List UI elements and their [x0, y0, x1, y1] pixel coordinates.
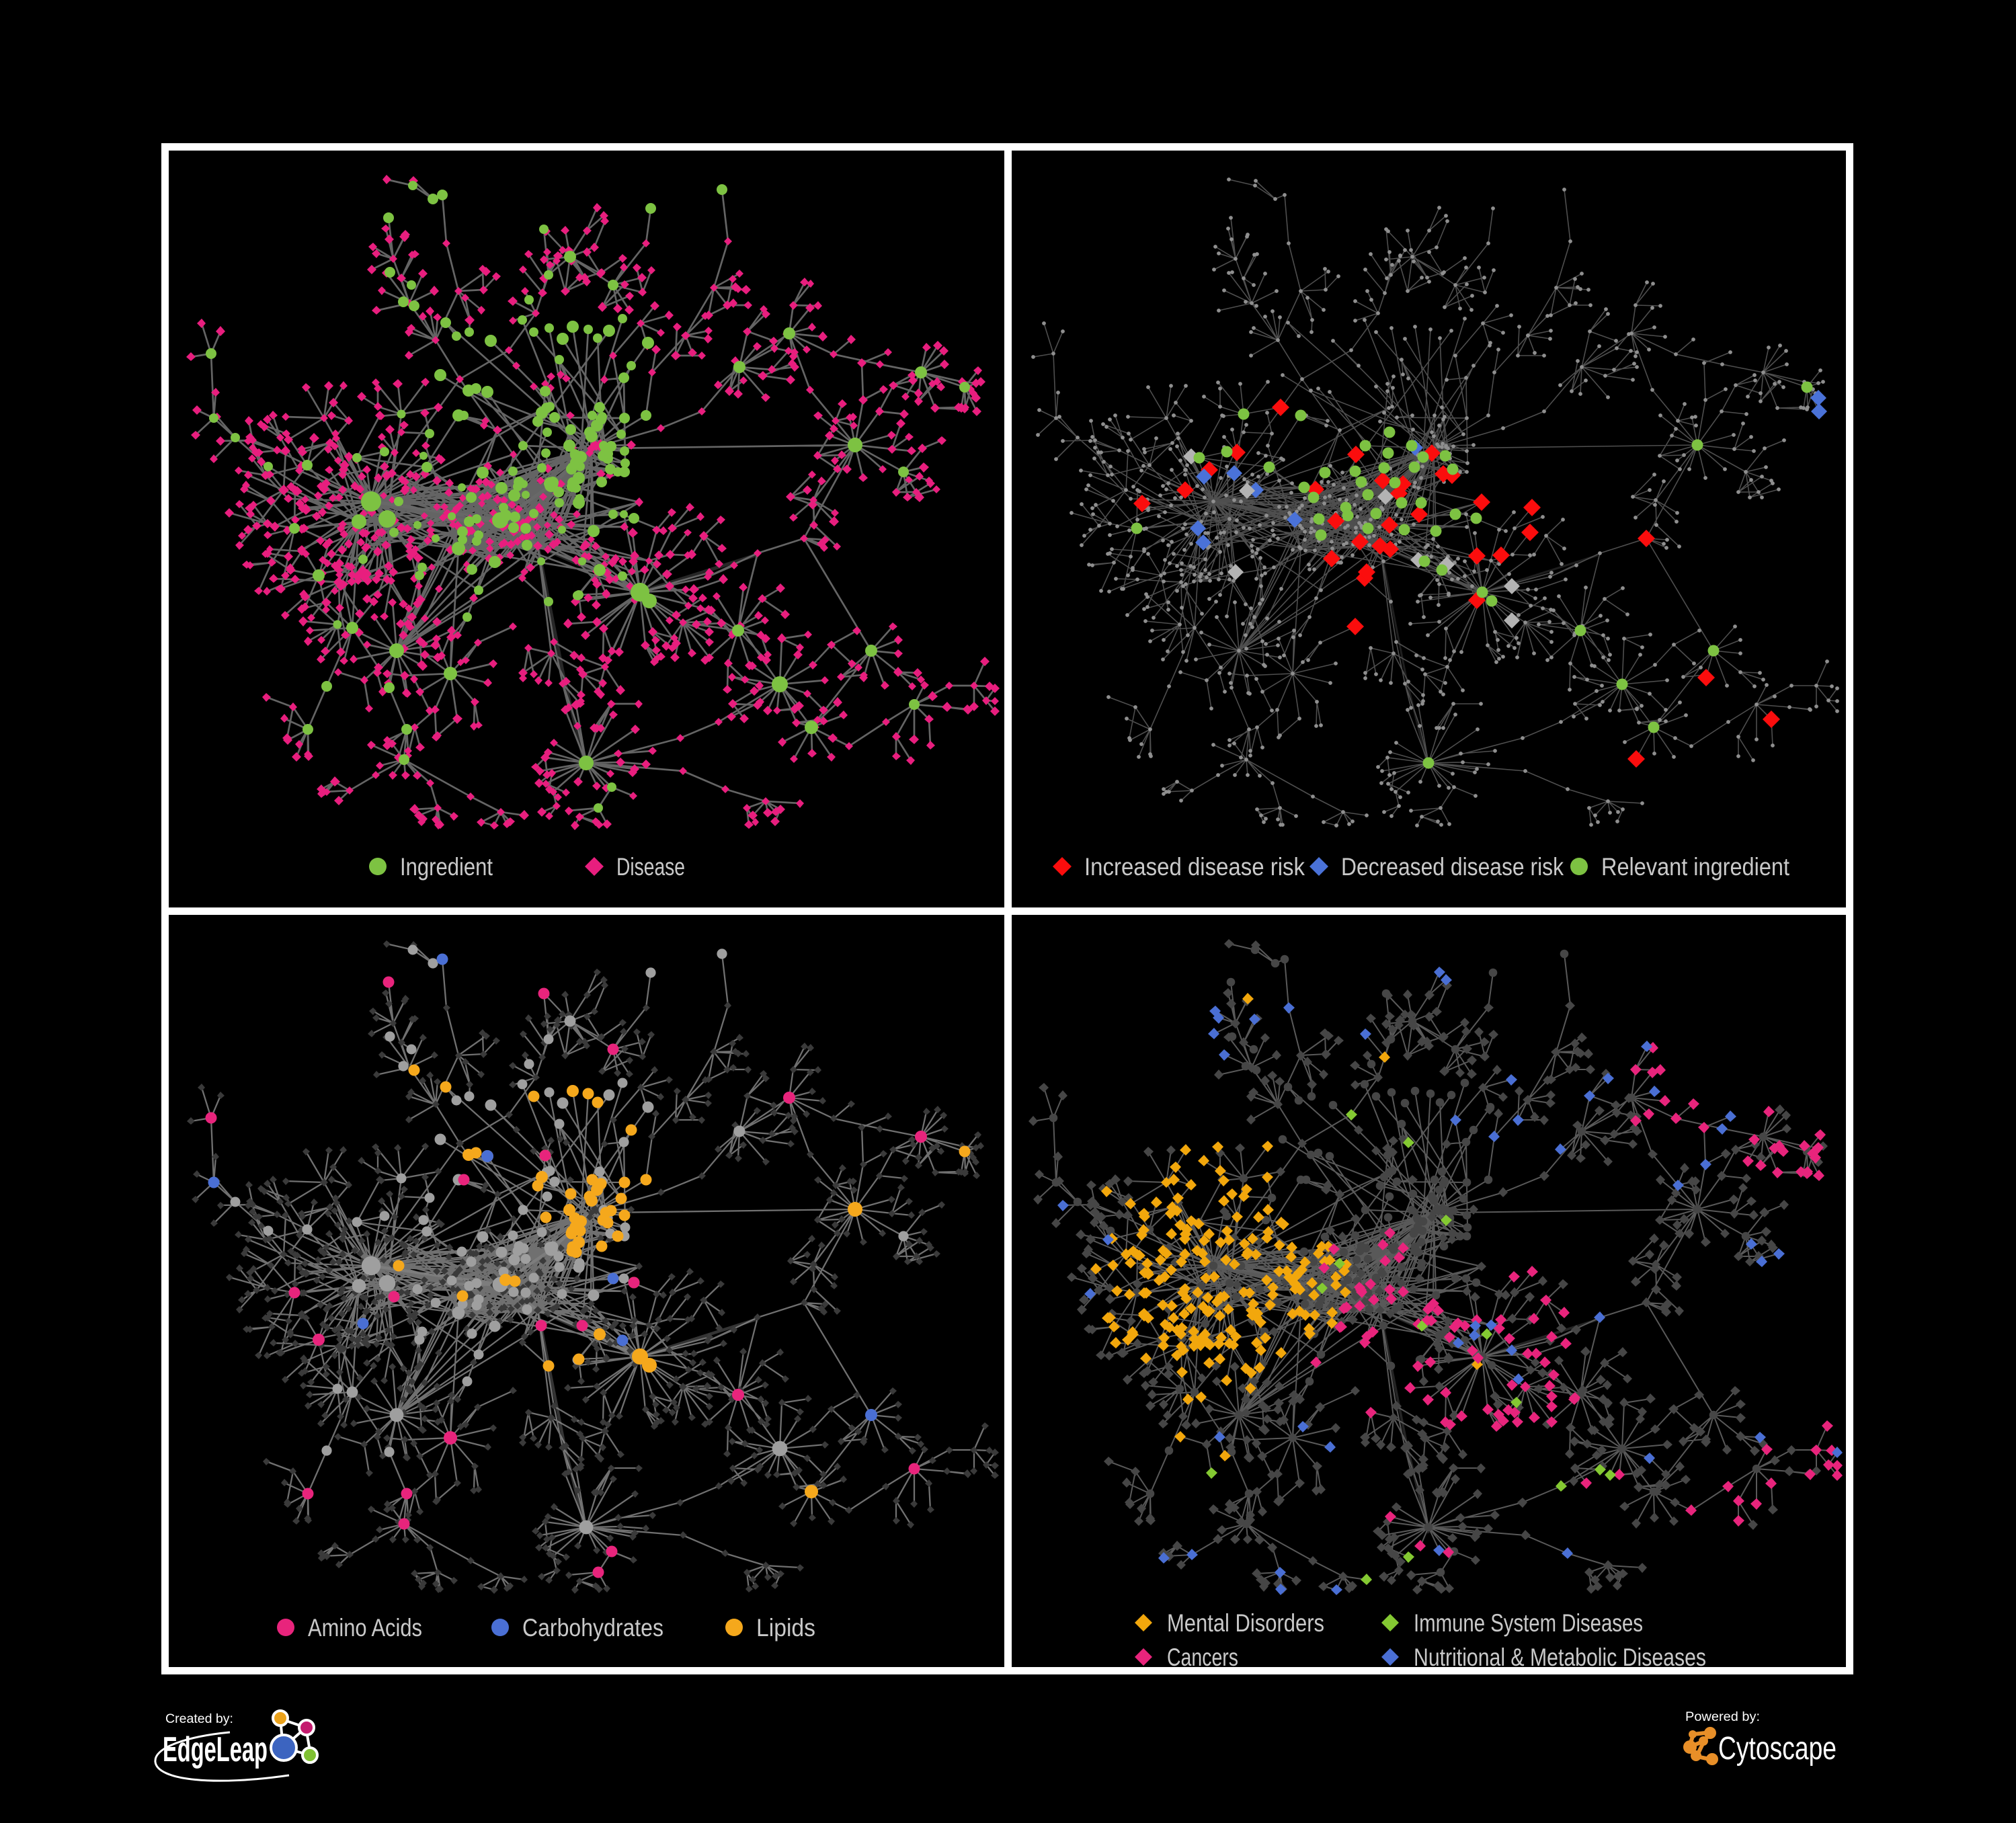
svg-text:Decreased disease risk: Decreased disease risk — [1341, 853, 1564, 881]
svg-text:Carbohydrates: Carbohydrates — [522, 1614, 663, 1642]
svg-text:Mental Disorders: Mental Disorders — [1167, 1609, 1324, 1637]
svg-text:Cancers: Cancers — [1167, 1644, 1238, 1671]
svg-text:Immune System Diseases: Immune System Diseases — [1414, 1609, 1643, 1637]
svg-text:Powered by:: Powered by: — [1685, 1710, 1760, 1724]
svg-text:Created by:: Created by: — [165, 1712, 233, 1726]
svg-text:Amino Acids: Amino Acids — [308, 1614, 422, 1642]
svg-text:Ingredient: Ingredient — [400, 853, 493, 881]
svg-text:Cytoscape: Cytoscape — [1718, 1731, 1837, 1767]
svg-text:Increased disease risk: Increased disease risk — [1084, 853, 1305, 881]
svg-text:Nutritional & Metabolic Diseas: Nutritional & Metabolic Diseases — [1414, 1644, 1706, 1671]
svg-text:Relevant ingredient: Relevant ingredient — [1601, 853, 1790, 881]
svg-text:Lipids: Lipids — [756, 1614, 815, 1642]
svg-text:Disease: Disease — [616, 853, 685, 881]
svg-text:EdgeLeap: EdgeLeap — [163, 1730, 268, 1769]
